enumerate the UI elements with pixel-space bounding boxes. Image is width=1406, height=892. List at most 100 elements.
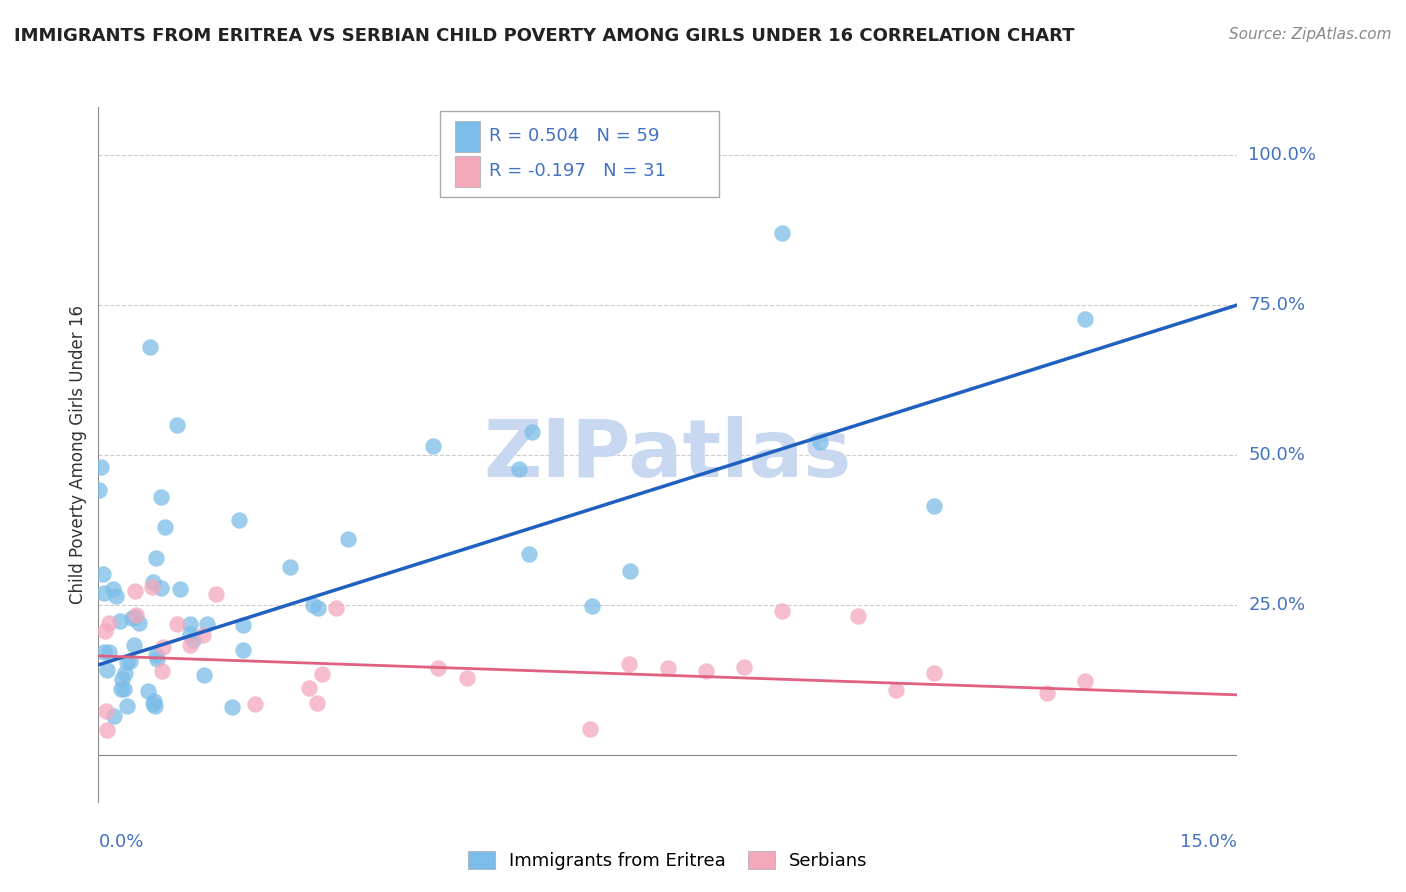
Point bbox=[422, 439, 444, 453]
Text: 15.0%: 15.0% bbox=[1180, 833, 1237, 851]
Point bbox=[138, 683, 160, 698]
Point bbox=[426, 661, 449, 675]
Point bbox=[94, 704, 117, 718]
Point bbox=[150, 664, 173, 678]
Point bbox=[97, 615, 120, 630]
Point bbox=[110, 672, 132, 686]
Point bbox=[846, 608, 869, 623]
Point bbox=[169, 582, 191, 596]
Point bbox=[336, 533, 359, 547]
Point bbox=[139, 340, 162, 354]
Point bbox=[101, 582, 124, 596]
Point bbox=[298, 681, 321, 695]
Point bbox=[91, 567, 114, 582]
Point bbox=[124, 608, 146, 623]
Point bbox=[114, 665, 136, 680]
Point bbox=[146, 652, 169, 666]
Point bbox=[301, 598, 323, 612]
Point bbox=[142, 575, 165, 590]
Point bbox=[508, 461, 530, 475]
FancyBboxPatch shape bbox=[440, 111, 718, 197]
Point bbox=[142, 697, 165, 711]
Point bbox=[179, 627, 201, 641]
Point bbox=[278, 560, 301, 574]
Point bbox=[770, 604, 793, 618]
Text: 25.0%: 25.0% bbox=[1249, 596, 1306, 614]
Point bbox=[96, 723, 118, 737]
Point bbox=[884, 683, 907, 698]
Point bbox=[89, 483, 111, 498]
Point bbox=[243, 697, 266, 711]
Point bbox=[205, 587, 228, 601]
Point bbox=[121, 611, 143, 625]
Point bbox=[150, 490, 173, 504]
Point bbox=[922, 499, 945, 513]
Point bbox=[112, 682, 135, 697]
Point bbox=[145, 551, 167, 566]
Point bbox=[581, 599, 603, 613]
Point bbox=[1074, 312, 1097, 326]
Point bbox=[578, 722, 600, 736]
Point bbox=[97, 645, 120, 659]
Point bbox=[195, 617, 218, 632]
Point bbox=[191, 628, 214, 642]
Point bbox=[124, 610, 146, 624]
Point bbox=[152, 640, 174, 654]
Point bbox=[311, 667, 333, 681]
Point bbox=[520, 425, 543, 440]
Text: R = 0.504   N = 59: R = 0.504 N = 59 bbox=[489, 128, 659, 145]
Text: 100.0%: 100.0% bbox=[1249, 146, 1316, 164]
Text: ZIPatlas: ZIPatlas bbox=[484, 416, 852, 494]
Point bbox=[149, 581, 172, 595]
Point bbox=[922, 666, 945, 681]
Text: 75.0%: 75.0% bbox=[1249, 296, 1306, 314]
Point bbox=[90, 459, 112, 474]
Text: 50.0%: 50.0% bbox=[1249, 446, 1305, 464]
Point bbox=[325, 601, 347, 615]
Point bbox=[305, 696, 328, 710]
Point bbox=[733, 660, 755, 674]
Point bbox=[179, 617, 201, 632]
Point bbox=[517, 547, 540, 561]
Point bbox=[108, 614, 131, 628]
Point bbox=[122, 638, 145, 652]
Point bbox=[96, 663, 118, 677]
Point bbox=[105, 589, 128, 603]
Point bbox=[1074, 674, 1097, 689]
Point bbox=[103, 708, 125, 723]
Point bbox=[221, 700, 243, 714]
Point bbox=[808, 434, 831, 449]
Text: Source: ZipAtlas.com: Source: ZipAtlas.com bbox=[1229, 27, 1392, 42]
Point bbox=[93, 645, 115, 659]
Point bbox=[141, 580, 163, 594]
Text: IMMIGRANTS FROM ERITREA VS SERBIAN CHILD POVERTY AMONG GIRLS UNDER 16 CORRELATIO: IMMIGRANTS FROM ERITREA VS SERBIAN CHILD… bbox=[14, 27, 1074, 45]
Point bbox=[143, 694, 166, 708]
Point bbox=[110, 682, 132, 697]
Point bbox=[153, 520, 176, 534]
Point bbox=[617, 657, 640, 671]
FancyBboxPatch shape bbox=[456, 121, 479, 153]
Point bbox=[456, 671, 478, 685]
Point bbox=[1036, 686, 1059, 700]
Point bbox=[232, 643, 254, 657]
Point bbox=[232, 617, 254, 632]
Legend: Immigrants from Eritrea, Serbians: Immigrants from Eritrea, Serbians bbox=[461, 844, 875, 877]
Y-axis label: Child Poverty Among Girls Under 16: Child Poverty Among Girls Under 16 bbox=[69, 305, 87, 605]
Point bbox=[118, 654, 141, 668]
FancyBboxPatch shape bbox=[456, 156, 479, 187]
Point bbox=[193, 668, 215, 682]
Point bbox=[115, 698, 138, 713]
Point bbox=[619, 564, 641, 578]
Point bbox=[115, 655, 138, 669]
Point bbox=[181, 633, 204, 648]
Point bbox=[179, 638, 201, 652]
Point bbox=[228, 513, 250, 527]
Point bbox=[93, 624, 115, 638]
Point bbox=[657, 660, 679, 674]
Point bbox=[166, 617, 188, 632]
Point bbox=[166, 417, 188, 432]
Point bbox=[93, 586, 115, 600]
Point bbox=[143, 699, 166, 714]
Text: R = -0.197   N = 31: R = -0.197 N = 31 bbox=[489, 162, 666, 180]
Point bbox=[770, 226, 793, 240]
